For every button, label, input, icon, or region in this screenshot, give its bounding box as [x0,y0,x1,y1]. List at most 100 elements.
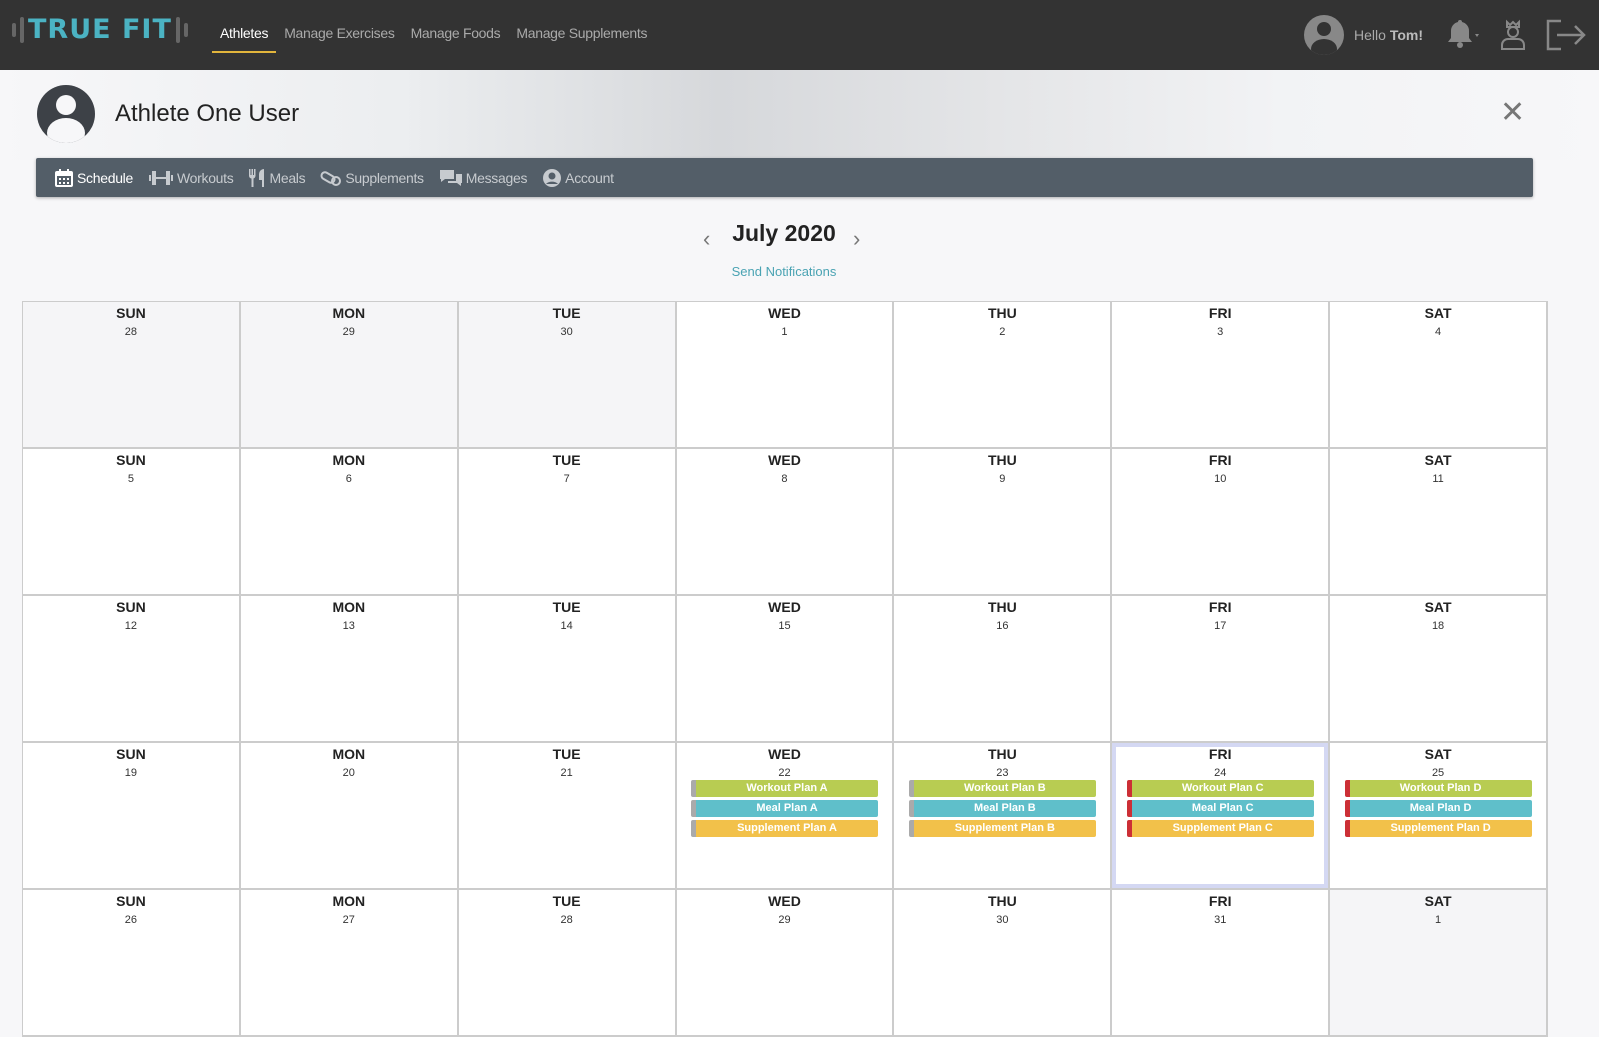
day-number: 28 [124,326,138,338]
calendar-day[interactable]: SUN 12 [23,596,241,743]
weekday-label: THU [987,305,1017,321]
calendar-day[interactable]: MON 20 [240,743,459,890]
calendar-day[interactable]: SAT 4 [1330,302,1548,449]
calendar-day[interactable]: SAT 11 [1330,449,1548,596]
calendar-day[interactable]: WED 29 [676,890,895,1037]
supplement-plan-event[interactable]: Supplement Plan A [690,820,878,837]
tab-meals[interactable]: Meals [248,168,306,188]
tab-supplements[interactable]: Supplements [320,168,424,188]
calendar-day[interactable]: TUE 14 [458,596,677,743]
calendar-day[interactable]: TUE 30 [458,302,677,449]
supplement-plan-event[interactable]: Supplement Plan B [908,820,1096,837]
meal-plan-event[interactable]: Meal Plan A [690,800,878,817]
day-number: 13 [342,620,355,632]
nav-manage-exercises[interactable]: Manage Exercises [284,25,395,41]
nav-manage-supplements[interactable]: Manage Supplements [516,25,648,41]
calendar-day[interactable]: MON 27 [240,890,459,1037]
day-number: 25 [1431,767,1445,779]
workout-plan-event[interactable]: Workout Plan D [1344,780,1532,797]
calendar-day[interactable]: WED 8 [676,449,895,596]
tab-account[interactable]: Account [542,168,614,188]
supplement-plan-event[interactable]: Supplement Plan D [1344,820,1532,837]
tab-label: Meals [269,169,306,186]
notifications-button[interactable] [1445,20,1481,50]
day-number: 10 [1214,473,1227,485]
calendar-day[interactable]: WED 1 [676,302,895,449]
calendar-day[interactable]: TUE 28 [458,890,677,1037]
calendar-day[interactable]: THU 30 [894,890,1113,1037]
day-number: 30 [560,326,573,338]
workout-plan-event[interactable]: Workout Plan A [690,780,878,797]
weekday-label: TUE [552,452,581,468]
calendar-day[interactable]: MON 29 [240,302,459,449]
calendar-day[interactable]: MON 6 [240,449,459,596]
calendar-day[interactable]: SUN 19 [23,743,241,890]
calendar-day[interactable]: THU 23 Workout Plan B Meal Plan B Supplement… [894,743,1113,890]
calendar-day[interactable]: FRI 24 Workout Plan C Meal Plan C Supplement… [1112,743,1331,890]
weekday-label: TUE [552,746,581,762]
calendar-day[interactable]: TUE 7 [458,449,677,596]
weekday-label: SAT [1424,893,1452,909]
user-circle-icon [542,168,565,188]
coach-icon [1501,19,1525,50]
tab-label: Schedule [77,169,133,186]
tab-messages[interactable]: Messages [439,168,527,188]
day-number: 14 [560,620,573,632]
calendar-day[interactable]: SUN 28 [23,302,241,449]
true-fit-logo[interactable]: TRUE FIT [12,14,188,45]
meal-plan-event[interactable]: Meal Plan C [1126,800,1314,817]
calendar-day[interactable]: THU 9 [894,449,1113,596]
calendar-day[interactable]: SAT 25 Workout Plan D Meal Plan D Supplement… [1330,743,1548,890]
calendar-day[interactable]: SAT 1 [1330,890,1548,1037]
calendar-day[interactable]: SUN 5 [23,449,241,596]
workout-plan-event[interactable]: Workout Plan B [908,780,1096,797]
calendar-day[interactable]: THU 16 [894,596,1113,743]
next-month-chevron-icon[interactable]: › [853,226,861,251]
day-number: 22 [778,767,791,779]
send-notifications-link[interactable]: Send Notifications [731,264,837,279]
day-number: 16 [996,620,1009,632]
weekday-label: TUE [552,305,581,321]
day-number: 21 [560,767,573,779]
pills-icon [320,168,345,188]
close-icon[interactable]: ✕ [1500,96,1526,129]
workout-plan-event[interactable]: Workout Plan C [1126,780,1314,797]
header-banner [0,70,1599,160]
weekday-label: SAT [1424,746,1452,762]
calendar-day[interactable]: MON 13 [240,596,459,743]
nav-manage-foods[interactable]: Manage Foods [410,25,501,41]
day-number: 15 [778,620,791,632]
calendar-day[interactable]: TUE 21 [458,743,677,890]
meal-plan-event[interactable]: Meal Plan B [908,800,1096,817]
main-nav: Athletes Manage Exercises Manage Foods Mana… [212,0,655,70]
day-number: 1 [781,326,788,338]
day-number: 1 [1435,914,1442,926]
calendar-day[interactable]: SUN 26 [23,890,241,1037]
weekday-label: MON [332,305,366,321]
weekday-label: THU [987,599,1017,615]
calendar-day[interactable]: WED 15 [676,596,895,743]
user-avatar-icon[interactable] [1304,15,1345,55]
tab-label: Messages [465,169,528,186]
logout-icon [1546,19,1586,51]
calendar-day[interactable]: SAT 18 [1330,596,1548,743]
nav-athletes[interactable]: Athletes [212,0,277,53]
supplement-plan-event[interactable]: Supplement Plan C [1126,820,1314,837]
coach-button[interactable] [1499,19,1527,51]
calendar-day[interactable]: THU 2 [894,302,1113,449]
messages-icon [439,168,466,188]
day-number: 28 [560,914,573,926]
calendar-day[interactable]: WED 22 Workout Plan A Meal Plan A Supplement… [676,743,895,890]
meal-plan-event[interactable]: Meal Plan D [1344,800,1532,817]
calendar-day[interactable]: FRI 17 [1112,596,1331,743]
logout-button[interactable] [1545,19,1587,51]
athlete-tabs: Schedule Workouts Meals Supplements Messages… [36,158,1533,197]
day-number: 20 [342,767,355,779]
calendar-day[interactable]: FRI 3 [1112,302,1331,449]
day-number: 4 [1435,326,1442,338]
prev-month-chevron-icon[interactable]: ‹ [703,226,711,251]
calendar-day[interactable]: FRI 31 [1112,890,1331,1037]
calendar-day[interactable]: FRI 10 [1112,449,1331,596]
tab-schedule[interactable]: Schedule [54,168,133,188]
tab-workouts[interactable]: Workouts [148,168,234,188]
